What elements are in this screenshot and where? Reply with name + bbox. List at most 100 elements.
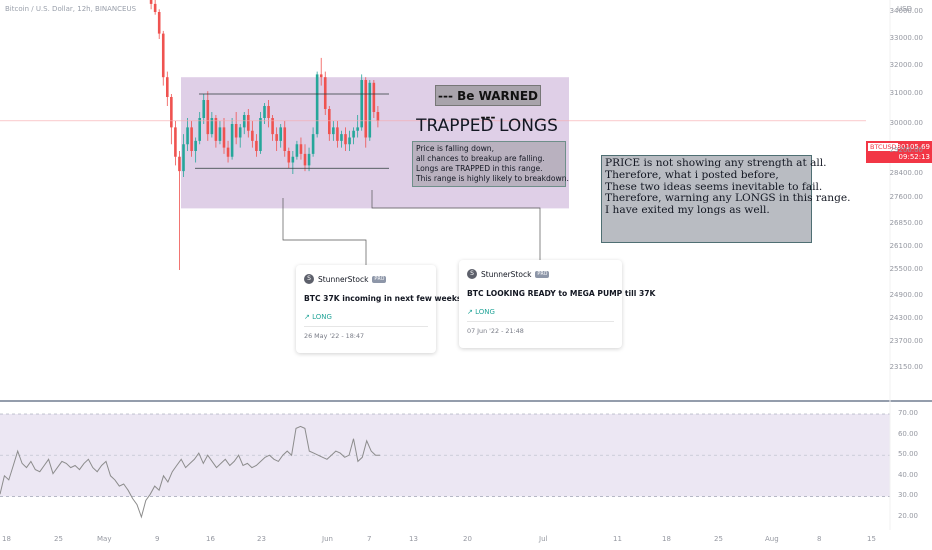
- candles-group: [149, 0, 380, 270]
- candle-body: [372, 82, 376, 112]
- price-tick-label: 31000.00: [889, 89, 923, 97]
- candle-body: [206, 100, 210, 135]
- last-price-tag: BTCUSD 30105.69 09:52:13: [866, 141, 932, 163]
- time-tick-label: 8: [817, 535, 822, 543]
- candle-body: [153, 3, 157, 13]
- candle-body: [251, 130, 254, 141]
- candle-body: [234, 124, 238, 138]
- price-tick-label: 26100.00: [889, 242, 923, 250]
- candle-body: [259, 118, 262, 151]
- note-line: Therefore, warning any LONGS in this ran…: [605, 192, 851, 205]
- avatar: S: [304, 274, 314, 284]
- candle-body: [299, 144, 303, 154]
- idea-date: 07 Jun '22 - 21:48: [467, 327, 524, 335]
- time-tick-label: 18: [662, 535, 671, 543]
- time-tick-label: 7: [367, 535, 372, 543]
- time-tick-label: 23: [257, 535, 266, 543]
- candle-body: [360, 80, 363, 128]
- candle-body: [182, 144, 185, 172]
- symbol-title: Bitcoin / U.S. Dollar, 12h, BINANCEUS: [5, 5, 137, 13]
- rsi-tick-label: 30.00: [897, 491, 918, 500]
- candle-body: [190, 127, 193, 151]
- candle-body: [275, 134, 278, 141]
- rsi-tick-label: 50.00: [897, 450, 918, 459]
- divider: [304, 326, 428, 327]
- candle-body: [332, 127, 335, 135]
- price-tick-label: 24900.00: [889, 291, 923, 299]
- candle-body: [279, 127, 282, 141]
- time-tick-label: May: [97, 535, 112, 543]
- idea-card[interactable]: S StunnerStock PRO BTC 37K incoming in n…: [296, 265, 462, 353]
- candle-body: [271, 118, 274, 135]
- candle-body: [303, 153, 307, 166]
- note-line: Price is falling down,: [416, 144, 495, 153]
- candle-body: [174, 127, 177, 157]
- avatar: S: [467, 269, 477, 279]
- candle-body: [242, 115, 246, 128]
- candle-body: [376, 112, 380, 121]
- candle-body: [214, 118, 218, 141]
- connector-line: [371, 190, 541, 260]
- rsi-tick-label: 70.00: [897, 409, 918, 417]
- candle-body: [311, 134, 315, 154]
- candle-body: [287, 151, 291, 163]
- candle-body: [161, 33, 165, 78]
- candle-body: [166, 77, 169, 97]
- candle-body: [291, 156, 295, 163]
- rsi-tick-label: 40.00: [897, 470, 918, 479]
- pro-badge: PRO: [372, 275, 387, 283]
- zone-title: TRAPPED LONGS: [416, 116, 558, 136]
- candle-body: [198, 118, 201, 141]
- candle-body: [149, 0, 153, 4]
- candle-body: [170, 97, 173, 128]
- candle-body: [222, 127, 226, 148]
- candle-body: [328, 109, 331, 135]
- price-tick-label: 24300.00: [889, 314, 923, 322]
- time-tick-label: 13: [409, 535, 418, 543]
- price-tick-label: 27600.00: [889, 193, 923, 201]
- candle-body: [267, 106, 270, 118]
- note-line: Therefore, what i posted before,: [605, 168, 779, 181]
- price-tick-label: 32000.00: [889, 61, 923, 69]
- time-tick-label: Jul: [539, 535, 548, 543]
- note-line: all chances to breakup are falling.: [416, 154, 545, 163]
- idea-title[interactable]: BTC LOOKING READY to MEGA PUMP till 37K: [467, 289, 656, 298]
- long-tag: ↗ LONG: [467, 308, 495, 316]
- candle-body: [295, 144, 299, 157]
- candle-body: [202, 100, 206, 118]
- time-tick-label: 16: [206, 535, 215, 543]
- candle-body: [356, 127, 359, 131]
- candle-body: [226, 147, 230, 157]
- price-tick-label: 29200.00: [889, 146, 923, 154]
- candle-body: [364, 80, 368, 138]
- author-name[interactable]: StunnerStock: [318, 274, 369, 284]
- price-axis-unit: USD: [897, 5, 912, 13]
- note-line: These two ideas seems inevitable to fail…: [605, 180, 823, 193]
- candle-body: [186, 127, 189, 145]
- candle-body: [336, 127, 339, 141]
- rsi-tick-label: 20.00: [897, 512, 918, 520]
- price-tick-label: 23700.00: [889, 337, 923, 345]
- price-tag-symbol: BTCUSD: [868, 143, 899, 151]
- candle-body: [178, 156, 181, 172]
- rsi-tick-label: 60.00: [897, 429, 918, 438]
- candle-body: [247, 115, 250, 131]
- candle-body: [194, 140, 197, 151]
- connector-line: [282, 198, 367, 265]
- idea-title[interactable]: BTC 37K incoming in next few weeks: [304, 294, 462, 303]
- rsi-line: [0, 425, 380, 519]
- candle-body: [283, 127, 287, 151]
- time-tick-label: Aug: [765, 535, 779, 543]
- candle-body: [210, 118, 214, 135]
- range-note: Price is falling down, all chances to br…: [412, 141, 569, 187]
- time-tick-label: 15: [867, 535, 876, 543]
- time-tick-label: 20: [463, 535, 472, 543]
- summary-note: PRICE is not showing any strength at all…: [601, 155, 851, 243]
- price-tag-value: 30105.69: [896, 143, 930, 151]
- author-name[interactable]: StunnerStock: [481, 269, 532, 279]
- candle-body: [319, 74, 323, 78]
- candle-body: [340, 134, 343, 141]
- price-tick-label: 25500.00: [889, 265, 923, 273]
- idea-card[interactable]: S StunnerStock PRO BTC LOOKING READY to …: [459, 260, 656, 348]
- candle-body: [307, 153, 311, 166]
